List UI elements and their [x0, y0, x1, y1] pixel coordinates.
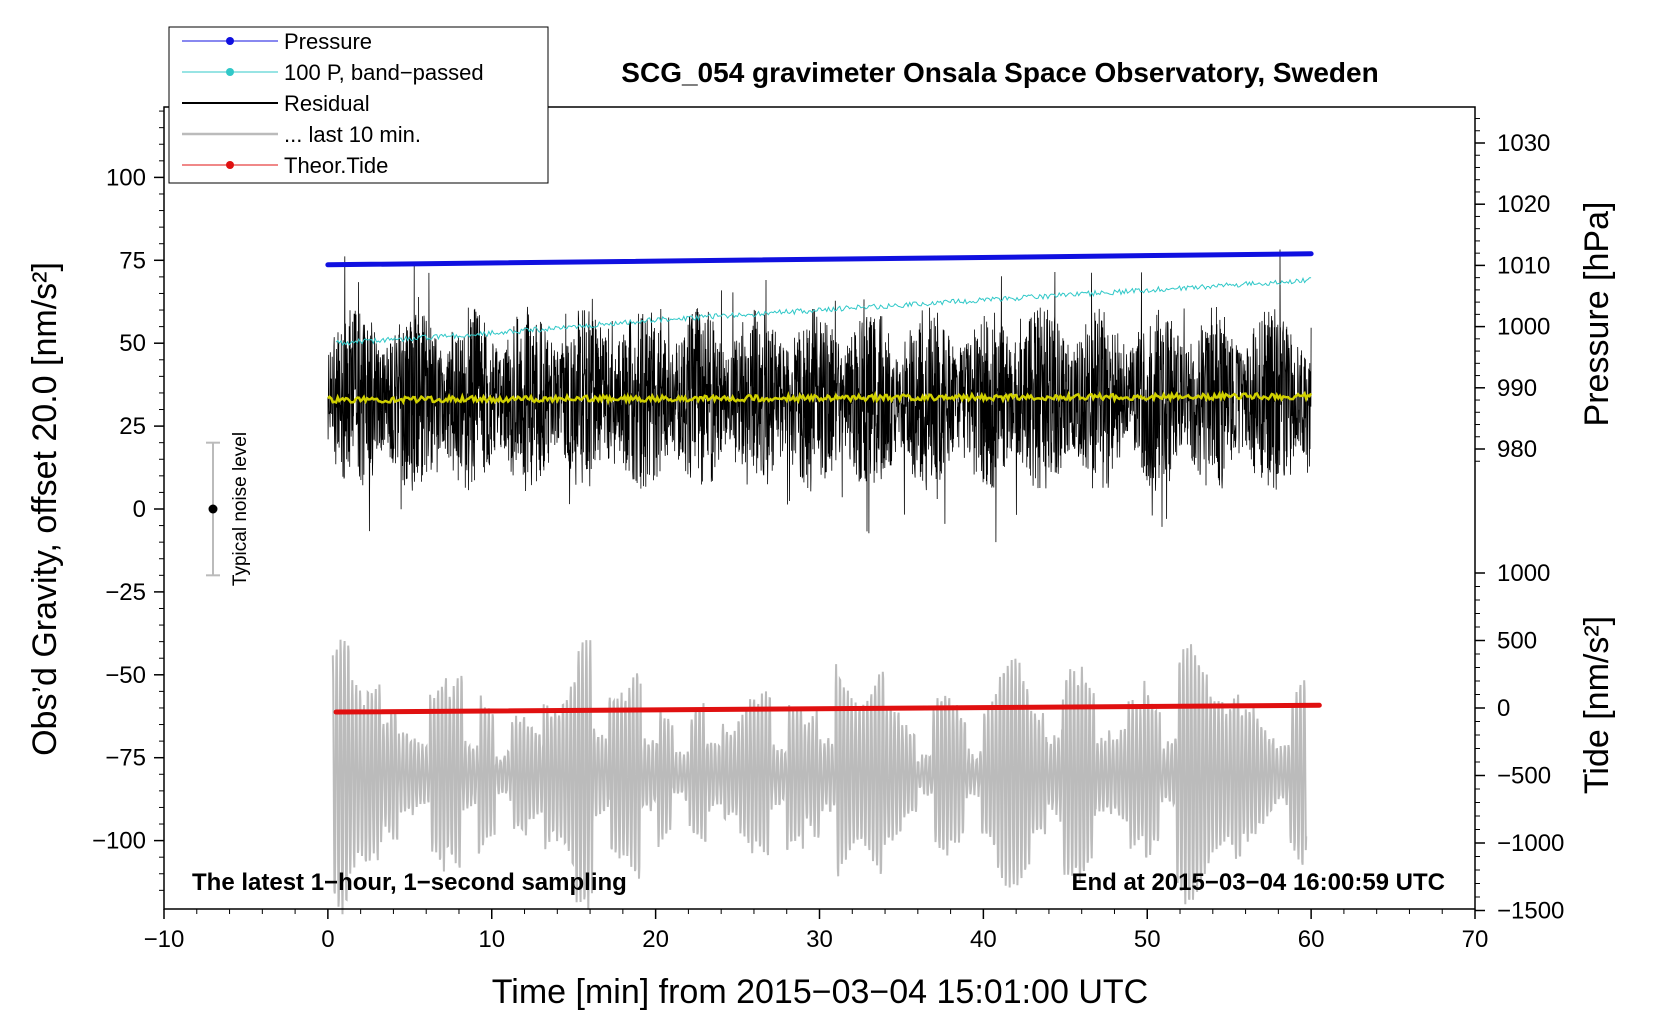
band-passed-line — [335, 276, 1312, 347]
chart-title: SCG_054 gravimeter Onsala Space Observat… — [621, 57, 1378, 88]
x-tick-label: 50 — [1134, 926, 1161, 953]
legend-label: Theor.Tide — [284, 153, 388, 178]
y-tide-tick-label: −1500 — [1497, 898, 1564, 925]
y-axis-tide-title: Tide [nm/s²] — [1578, 616, 1616, 794]
y-tide-tick-label: −1000 — [1497, 830, 1564, 857]
legend-swatch-marker — [226, 68, 234, 76]
smoothed-residual-line — [327, 390, 1313, 406]
y-tide-tick-label: −500 — [1497, 763, 1551, 790]
series-residual-smoothed — [327, 390, 1313, 406]
pressure-line — [325, 251, 1314, 268]
legend-label: Residual — [284, 91, 370, 116]
sampling-annotation: The latest 1−hour, 1−second sampling — [192, 869, 627, 896]
y-pressure-tick-label: 1010 — [1497, 252, 1550, 279]
y-left-tick-label: −75 — [105, 745, 146, 772]
y-left-tick-label: −25 — [105, 579, 146, 606]
legend-label: 100 P, band−passed — [284, 60, 484, 85]
series-pressure — [325, 251, 1314, 268]
y-pressure-tick-label: 980 — [1497, 436, 1537, 463]
y-axis-left-title: Obs’d Gravity, offset 20.0 [nm/s²] — [26, 262, 64, 756]
tide-line — [333, 702, 1322, 715]
legend-label: ... last 10 min. — [284, 122, 421, 147]
x-axis-title: Time [min] from 2015−03−04 15:01:00 UTC — [492, 973, 1148, 1011]
series-band-passed-pressure — [335, 276, 1312, 347]
legend-swatch-marker — [226, 37, 234, 45]
y-left-tick-label: −100 — [92, 828, 146, 855]
y-left-tick-label: 25 — [119, 413, 146, 440]
legend-box — [168, 26, 549, 184]
x-tick-label: 60 — [1298, 926, 1325, 953]
last-10-min-line — [331, 639, 1308, 915]
x-tick-label: −10 — [144, 926, 185, 953]
series-theoretical-tide — [333, 702, 1322, 715]
y-axis-pressure-title: Pressure [hPa] — [1578, 202, 1616, 427]
y-tide-tick-label: 1000 — [1497, 560, 1550, 587]
noise-level-indicator — [206, 441, 220, 577]
y-left-tick-label: −50 — [105, 662, 146, 689]
y-pressure-tick-label: 1020 — [1497, 191, 1550, 218]
x-tick-label: 20 — [642, 926, 669, 953]
x-tick-label: 0 — [321, 926, 334, 953]
legend-label: Pressure — [284, 29, 372, 54]
series-residual — [327, 249, 1312, 543]
series-last-10-min — [331, 639, 1308, 915]
y-left-tick-label: 50 — [119, 330, 146, 357]
y-pressure-tick-label: 990 — [1497, 375, 1537, 402]
end-time-annotation: End at 2015−03−04 16:00:59 UTC — [1071, 869, 1445, 896]
x-tick-label: 10 — [478, 926, 505, 953]
x-tick-label: 30 — [806, 926, 833, 953]
y-left-tick-label: 100 — [106, 164, 146, 191]
y-tide-tick-label: 500 — [1497, 628, 1537, 655]
y-pressure-tick-label: 1000 — [1497, 314, 1550, 341]
legend: Pressure 100 P, band−passed Residual ... la… — [168, 26, 549, 184]
y-left-tick-label: 75 — [119, 247, 146, 274]
legend-swatch-marker — [226, 161, 234, 169]
y-tide-tick-label: 0 — [1497, 695, 1510, 722]
axis-ticks: −10 0 10 20 30 40 50 60 701007550250−25−50−75−10… — [92, 110, 1564, 953]
x-tick-label: 40 — [970, 926, 997, 953]
residual-line — [327, 249, 1312, 543]
x-tick-label: 70 — [1462, 926, 1489, 953]
y-pressure-tick-label: 1030 — [1497, 130, 1550, 157]
y-left-tick-label: 0 — [133, 496, 146, 523]
noise-level-label: Typical noise level — [230, 432, 251, 586]
noise-bar-center-dot — [208, 504, 218, 514]
